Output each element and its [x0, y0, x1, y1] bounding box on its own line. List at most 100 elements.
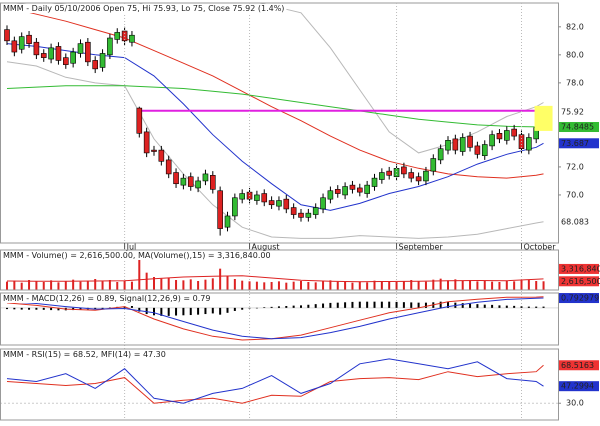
candle-body [452, 138, 459, 151]
y-tick-label: 82.0 [566, 22, 584, 31]
bar [410, 280, 413, 290]
line [6, 296, 544, 341]
title-bg [2, 350, 168, 359]
bar [241, 307, 244, 310]
bar [86, 280, 89, 290]
bar [189, 279, 192, 290]
bar [160, 278, 163, 290]
candle-body [195, 180, 201, 189]
bar [42, 282, 45, 290]
candle-body [62, 57, 69, 65]
bar [527, 306, 530, 308]
bar [13, 280, 16, 290]
candle-body [503, 130, 510, 141]
candle-body [99, 53, 106, 68]
bar [94, 307, 97, 310]
bar [277, 281, 280, 290]
highlight [534, 105, 553, 131]
bar [6, 307, 8, 310]
candle-body [92, 60, 98, 70]
bar [417, 281, 420, 290]
bar [505, 280, 508, 290]
candle-body [298, 212, 304, 218]
bar [13, 307, 16, 310]
bar [138, 253, 141, 290]
y-tick-label: 78.0 [566, 78, 584, 87]
bar [108, 280, 111, 290]
bar [160, 307, 163, 316]
bar [233, 279, 236, 290]
bar [314, 282, 317, 290]
candle-body [320, 197, 326, 210]
y-tick-label: 30.0 [566, 399, 584, 408]
bar [513, 281, 516, 290]
bar [153, 277, 155, 290]
bar [424, 281, 427, 290]
candle-body [239, 193, 245, 200]
bar [248, 281, 251, 290]
bar [108, 307, 111, 309]
candle-body [165, 159, 172, 175]
bar [535, 281, 538, 290]
bar [197, 307, 200, 315]
bar [167, 307, 170, 316]
value-label: 73.687 [561, 139, 589, 148]
bar [476, 304, 479, 308]
bar [461, 280, 464, 290]
candle-body [85, 41, 91, 63]
x-tick-label: October [524, 243, 557, 252]
candle-body [526, 137, 532, 151]
value-label-box [559, 122, 599, 133]
bar [197, 281, 200, 290]
bar [28, 280, 31, 290]
candle-body [489, 134, 495, 147]
bar [469, 303, 472, 308]
bar [373, 280, 376, 290]
candle-body [356, 187, 363, 193]
candle-body [327, 190, 334, 200]
candle-body [364, 184, 370, 194]
candle-body [430, 158, 437, 172]
bar [35, 307, 38, 310]
bar [292, 281, 295, 290]
candle-body [136, 107, 143, 134]
y-tick-label: 72.0 [566, 162, 584, 171]
bar [366, 282, 369, 290]
line [6, 358, 544, 404]
y-tick-label: 80.0 [566, 50, 584, 59]
candle-body [202, 173, 209, 182]
candle-body [254, 194, 260, 201]
bar [175, 307, 178, 316]
bar [255, 281, 258, 290]
bar [329, 280, 332, 290]
candle-body [224, 215, 231, 228]
bar [219, 307, 222, 315]
bar [6, 281, 8, 290]
bar [226, 276, 229, 290]
candle-body [151, 149, 157, 152]
bar [64, 281, 67, 290]
panel [0, 358, 558, 404]
candle-body [33, 41, 40, 56]
bar [285, 282, 288, 290]
bar [233, 307, 236, 311]
candle-body [305, 212, 312, 218]
value-label: 47.2994 [561, 382, 594, 391]
bar [366, 301, 369, 308]
candle-body [334, 189, 341, 194]
bar [380, 301, 383, 308]
candle-body [48, 47, 54, 60]
bar [79, 307, 82, 310]
bar [395, 301, 398, 308]
bar [447, 280, 449, 290]
candle-body [210, 175, 216, 190]
bar [277, 306, 280, 308]
bar [461, 303, 464, 308]
bar [520, 280, 523, 290]
bar [542, 281, 545, 290]
candle-body [261, 193, 268, 203]
bar [167, 278, 170, 290]
candle-body [283, 198, 290, 210]
candle-body [445, 140, 451, 151]
